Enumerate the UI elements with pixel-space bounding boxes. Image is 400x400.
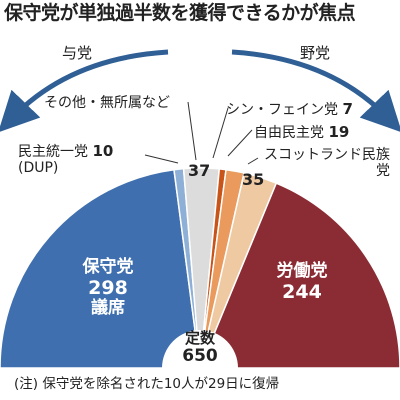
ruling-arrow <box>0 49 169 133</box>
slice-0 <box>0 168 201 369</box>
opposition-label: 野党 <box>300 44 331 62</box>
chart-title: 保守党が単独過半数を獲得できるかが焦点 <box>4 2 356 24</box>
slice-6 <box>198 182 400 369</box>
conservative-label: 保守党 298 議席 <box>82 257 134 319</box>
ruling-label: 与党 <box>62 44 93 62</box>
others-value: 37 <box>188 161 211 180</box>
labour-label: 労働党 244 <box>276 261 328 303</box>
dup-label: 民主統一党 10 (DUP) <box>18 142 114 177</box>
center-disc <box>162 330 238 368</box>
sinn-fein-label: シン・フェイン党 7 <box>226 100 353 118</box>
others-label: その他・無所属など <box>44 95 170 111</box>
snp-value: 35 <box>242 170 265 189</box>
total-seats: 定数 650 <box>182 329 218 367</box>
footnote: (注) 保守党を除名された10人が29日に復帰 <box>14 376 280 392</box>
libdem-label: 自由民主党 19 <box>254 123 350 141</box>
opposition-arrow <box>231 49 400 133</box>
snp-label: スコットランド民族党 <box>264 147 390 180</box>
